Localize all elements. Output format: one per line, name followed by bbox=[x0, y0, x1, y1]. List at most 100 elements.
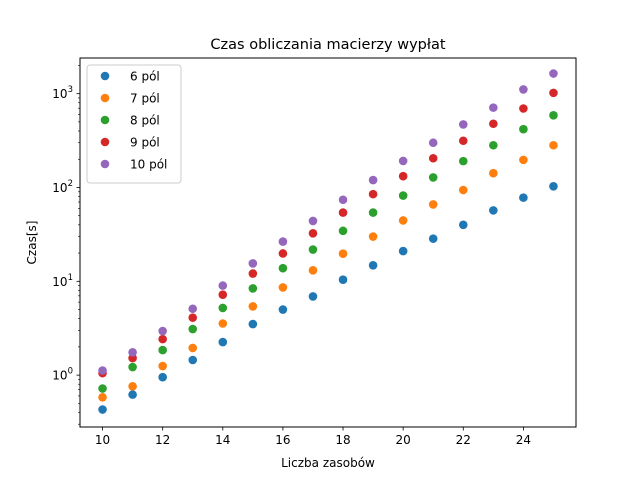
x-axis-title: Liczba zasobów bbox=[281, 456, 375, 470]
legend: 6 pól 7 pól 8 pól 9 pól 10 pól bbox=[86, 64, 182, 184]
x-tick-label: 18 bbox=[335, 433, 350, 447]
y-tick-exponent: 2 bbox=[68, 179, 73, 189]
data-point bbox=[398, 156, 408, 166]
data-point bbox=[218, 319, 228, 328]
data-point bbox=[188, 304, 198, 314]
legend-item: 9 pól bbox=[100, 136, 160, 150]
data-point bbox=[308, 228, 318, 238]
legend-item: 10 pól bbox=[100, 158, 167, 172]
legend-item: 6 pól bbox=[100, 70, 160, 84]
data-point bbox=[338, 249, 348, 258]
data-point bbox=[338, 275, 348, 285]
data-point bbox=[98, 384, 107, 393]
data-point bbox=[519, 104, 528, 113]
series-2 bbox=[98, 140, 558, 402]
data-point bbox=[338, 195, 348, 205]
y-tick-base: 10 bbox=[52, 369, 67, 383]
data-point bbox=[368, 208, 378, 217]
data-point bbox=[158, 372, 167, 382]
data-point bbox=[489, 206, 498, 215]
chart-title: Czas obliczania macierzy wypłat bbox=[210, 37, 445, 53]
data-point bbox=[428, 234, 438, 243]
y-tick-base: 10 bbox=[52, 87, 67, 101]
y-tick-base: 10 bbox=[52, 181, 67, 195]
data-point bbox=[128, 382, 137, 391]
data-point bbox=[549, 181, 558, 191]
x-tick-label: 20 bbox=[396, 433, 411, 447]
legend-label: 8 pól bbox=[130, 114, 160, 128]
data-point bbox=[308, 292, 318, 301]
series-3 bbox=[98, 111, 558, 393]
data-point bbox=[248, 259, 258, 268]
data-point bbox=[188, 313, 198, 322]
data-point bbox=[98, 405, 107, 414]
data-point bbox=[188, 324, 198, 334]
data-point bbox=[519, 193, 528, 202]
legend-marker bbox=[100, 93, 110, 103]
data-point bbox=[218, 303, 228, 313]
data-point bbox=[428, 138, 438, 148]
data-point bbox=[489, 140, 498, 150]
y-tick-label: 101 bbox=[52, 273, 73, 289]
data-point bbox=[248, 269, 258, 278]
data-point bbox=[248, 319, 258, 329]
data-point bbox=[278, 249, 288, 258]
data-point bbox=[338, 226, 348, 236]
data-point bbox=[428, 200, 438, 209]
data-point bbox=[398, 171, 408, 181]
data-point bbox=[489, 168, 498, 178]
data-point bbox=[549, 111, 558, 120]
legend-marker bbox=[100, 159, 110, 169]
data-point bbox=[188, 355, 198, 365]
data-point bbox=[128, 390, 137, 399]
x-tick-label: 12 bbox=[155, 433, 170, 447]
data-point bbox=[398, 246, 408, 256]
data-point bbox=[428, 173, 438, 182]
data-point bbox=[368, 232, 378, 241]
data-point bbox=[308, 266, 318, 275]
legend-label: 9 pól bbox=[130, 136, 160, 150]
x-tick-label: 10 bbox=[95, 433, 110, 447]
data-point bbox=[218, 281, 228, 290]
data-point bbox=[278, 263, 288, 273]
data-point bbox=[398, 216, 408, 225]
data-point bbox=[158, 326, 167, 336]
data-point bbox=[458, 185, 468, 195]
legend-marker bbox=[100, 71, 110, 81]
y-tick-label: 103 bbox=[52, 85, 73, 101]
data-point bbox=[519, 155, 528, 165]
data-point bbox=[519, 124, 528, 134]
y-tick-label: 100 bbox=[52, 367, 73, 383]
data-point bbox=[308, 216, 318, 226]
y-tick-exponent: 3 bbox=[68, 85, 73, 95]
y-tick-exponent: 1 bbox=[68, 273, 73, 283]
legend-box bbox=[86, 64, 182, 184]
data-point bbox=[549, 69, 558, 78]
data-point bbox=[368, 261, 378, 270]
x-tick-label: 16 bbox=[275, 433, 290, 447]
data-point bbox=[248, 284, 258, 293]
x-tick-label: 24 bbox=[516, 433, 531, 447]
data-point bbox=[549, 140, 558, 150]
data-point bbox=[218, 337, 228, 347]
data-point bbox=[158, 345, 167, 355]
data-point bbox=[489, 103, 498, 112]
legend-marker bbox=[100, 137, 110, 147]
data-point bbox=[158, 334, 167, 344]
data-marks bbox=[98, 69, 558, 414]
legend-item: 8 pól bbox=[100, 114, 160, 128]
data-point bbox=[98, 393, 107, 402]
data-point bbox=[489, 119, 498, 129]
y-axis-title: Czas[s] bbox=[25, 221, 39, 265]
x-tick-label: 22 bbox=[456, 433, 471, 447]
legend-item: 7 pól bbox=[100, 92, 160, 106]
data-point bbox=[98, 366, 107, 375]
data-point bbox=[458, 156, 468, 166]
x-axis: 10 12 14 16 18 20 22 24 bbox=[95, 427, 531, 447]
data-point bbox=[128, 348, 137, 357]
data-point bbox=[398, 191, 408, 200]
data-point bbox=[428, 153, 438, 163]
data-point bbox=[519, 85, 528, 94]
